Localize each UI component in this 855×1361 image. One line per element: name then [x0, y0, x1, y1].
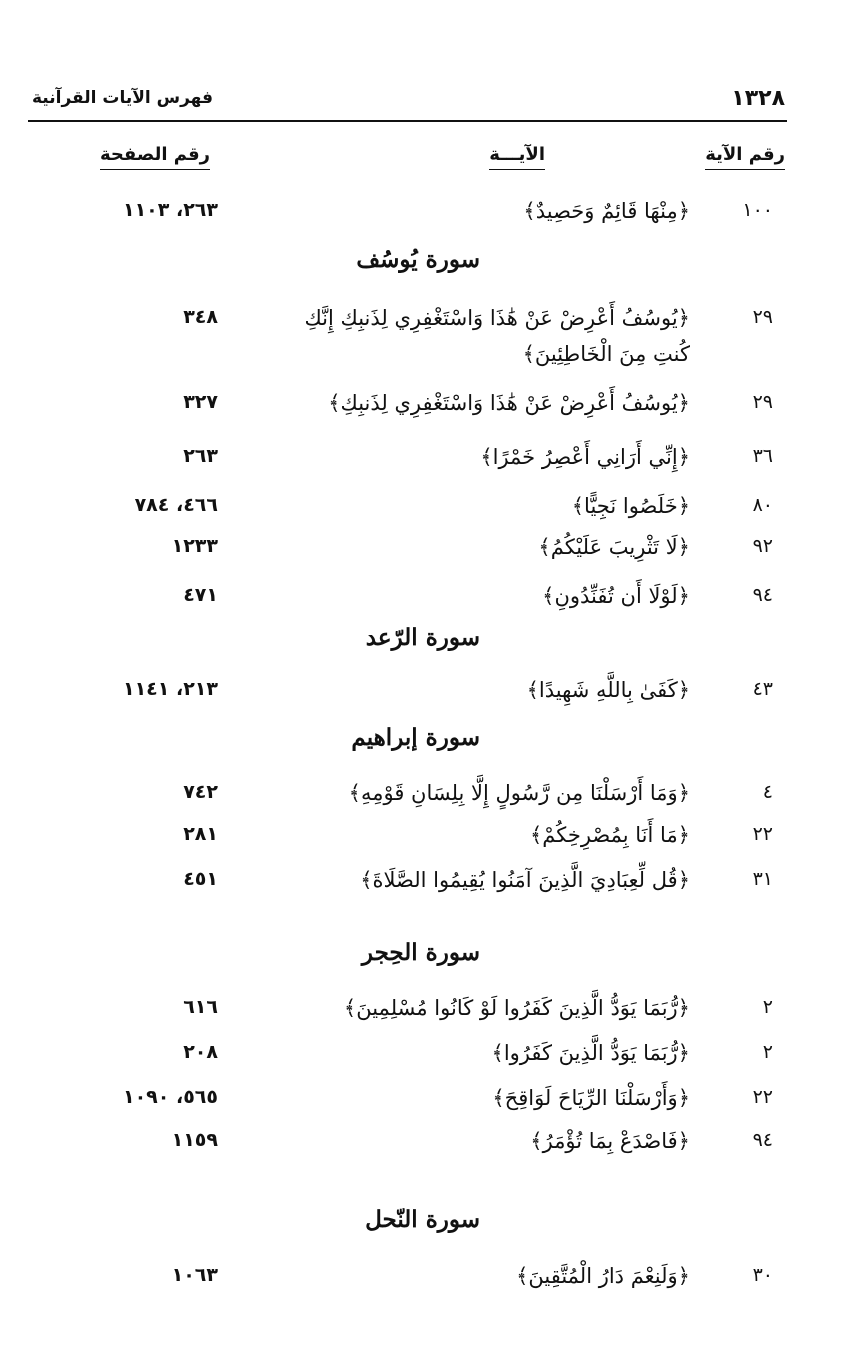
surah-heading: سورة النّحل	[365, 1206, 480, 1233]
ayah-text: ﴿يُوسُفُ أَعْرِضْ عَنْ هَٰذَا وَاسْتَغْف…	[328, 391, 690, 415]
ayah-text: ﴿خَلَصُوا نَجِيًّا﴾	[571, 494, 690, 518]
ayah-number: ٩٢	[752, 535, 773, 557]
page-references: ٢١٣، ١١٤١	[122, 678, 218, 700]
column-header-page-number: رقم الصفحة	[100, 144, 211, 170]
ayah-text: ﴿إِنِّي أَرَانِي أَعْصِرُ خَمْرًا﴾	[480, 445, 690, 469]
page-references: ٤٧١	[183, 584, 218, 606]
ayah-number: ١٠٠	[742, 199, 773, 221]
ayah-number: ٣١	[752, 868, 773, 890]
ayah-number: ٩٤	[752, 1129, 773, 1151]
page-references: ٤٥١	[183, 868, 218, 890]
column-header-page-number-label: رقم الصفحة	[100, 144, 211, 170]
ayah-text: ﴿مَا أَنَا بِمُصْرِخِكُمْ﴾	[529, 823, 690, 847]
page-references: ٣٢٧	[183, 391, 218, 413]
ayah-text: ﴿لَا تَثْرِيبَ عَلَيْكُمُ﴾	[538, 535, 690, 559]
ayah-text: ﴿قُل لِّعِبَادِيَ الَّذِينَ آمَنُوا يُقِ…	[360, 868, 690, 892]
ayah-text: ﴿وَأَرْسَلْنَا الرِّيَاحَ لَوَاقِحَ﴾	[492, 1086, 690, 1110]
ayah-text: ﴿مِنْهَا قَائِمٌ وَحَصِيدٌ﴾	[523, 199, 690, 223]
column-header-ayah-label: الآيـــة	[489, 144, 545, 170]
ayah-number: ٩٤	[752, 584, 773, 606]
ayah-text: ﴿وَلَنِعْمَ دَارُ الْمُتَّقِينَ﴾	[516, 1264, 690, 1288]
page-number: ١٣٢٨	[731, 86, 785, 111]
ayah-text: ﴿فَاصْدَعْ بِمَا تُؤْمَرُ﴾	[530, 1129, 690, 1153]
surah-heading: سورة الحِجر	[361, 939, 480, 966]
page-references: ١١٥٩	[171, 1129, 218, 1151]
ayah-number: ٢٩	[752, 391, 773, 413]
surah-heading: سورة يُوسُف	[356, 246, 480, 273]
ayah-number: ٢٢	[752, 1086, 773, 1108]
page-references: ٣٤٨	[183, 306, 218, 328]
surah-heading: سورة إبراهيم	[351, 724, 480, 751]
page-references: ١٢٣٣	[171, 535, 218, 557]
page-references: ٥٦٥، ١٠٩٠	[122, 1086, 218, 1108]
surah-heading: سورة الرّعد	[365, 624, 480, 651]
page-references: ٢٦٣، ١١٠٣	[122, 199, 218, 221]
page-references: ٦١٦	[183, 996, 218, 1018]
ayah-number: ٢	[762, 996, 773, 1018]
column-header-ayah-number: رقم الآية	[705, 144, 785, 170]
ayah-number: ٢	[762, 1041, 773, 1063]
ayah-text: ﴿يُوسُفُ أَعْرِضْ عَنْ هَٰذَا وَاسْتَغْف…	[304, 306, 690, 330]
ayah-number: ٤	[762, 781, 773, 803]
ayah-text: ﴿لَوْلَا أَن تُفَنِّدُونِ﴾	[542, 584, 690, 608]
ayah-number: ٣٦	[752, 445, 773, 467]
ayah-number: ٢٢	[752, 823, 773, 845]
page-references: ٢٦٣	[183, 445, 218, 467]
page-references: ٢٨١	[183, 823, 218, 845]
page-references: ٢٠٨	[183, 1041, 218, 1063]
ayah-text-continuation: كُنتِ مِنَ الْخَاطِئِينَ﴾	[522, 342, 690, 366]
column-header-ayah: الآيـــة	[489, 144, 545, 170]
ayah-number: ٨٠	[752, 494, 773, 516]
ayah-text: ﴿رُّبَمَا يَوَدُّ الَّذِينَ كَفَرُوا﴾	[491, 1041, 690, 1065]
page-references: ١٠٦٣	[171, 1264, 218, 1286]
header-rule	[28, 120, 787, 122]
running-title: فهرس الآيات القرآنية	[32, 88, 214, 108]
ayah-text: ﴿كَفَىٰ بِاللَّهِ شَهِيدًا﴾	[526, 678, 690, 702]
ayah-text: ﴿وَمَا أَرْسَلْنَا مِن رَّسُولٍ إِلَّا ب…	[348, 781, 690, 805]
ayah-number: ٣٠	[752, 1264, 773, 1286]
ayah-number: ٤٣	[752, 678, 773, 700]
page-references: ٤٦٦، ٧٨٤	[134, 494, 218, 516]
column-header-ayah-number-label: رقم الآية	[705, 144, 785, 170]
page-references: ٧٤٢	[183, 781, 218, 803]
ayah-text: ﴿رُّبَمَا يَوَدُّ الَّذِينَ كَفَرُوا لَو…	[343, 996, 690, 1020]
ayah-number: ٢٩	[752, 306, 773, 328]
